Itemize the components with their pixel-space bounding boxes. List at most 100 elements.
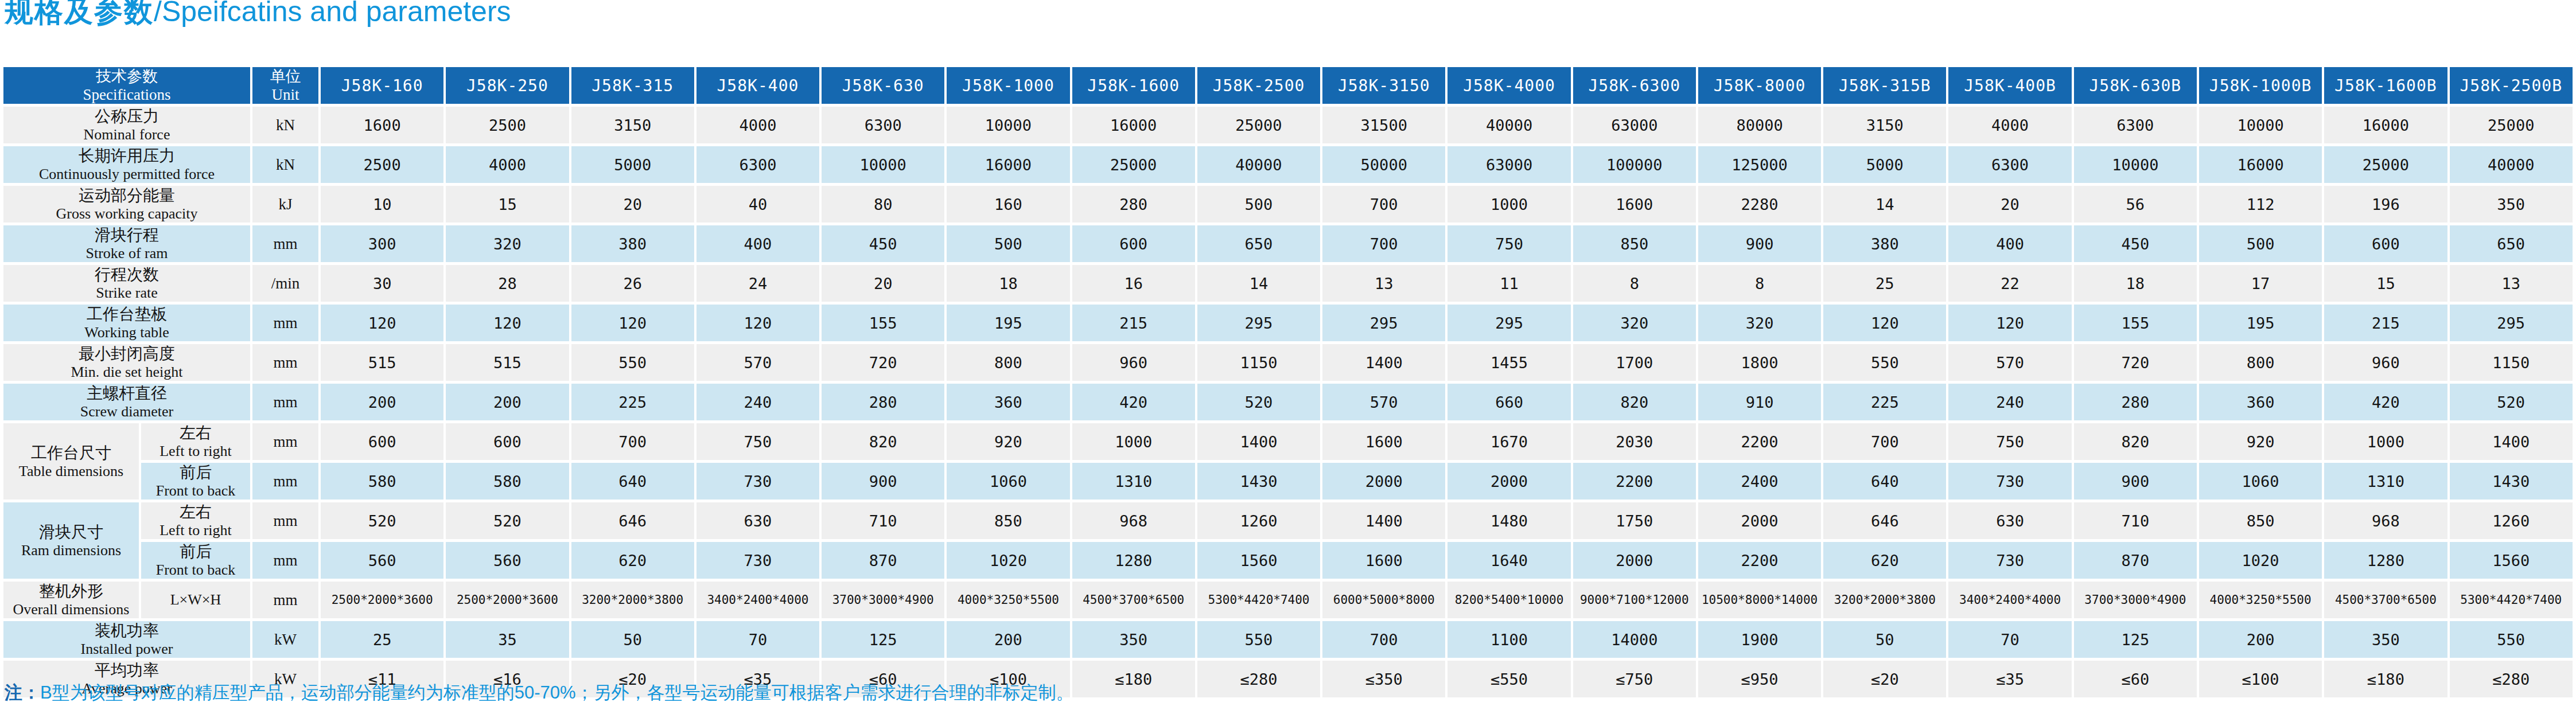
value-cell: 1900 [1698, 621, 1821, 658]
value-cell: 80 [822, 186, 944, 223]
value-cell: 730 [1948, 463, 2071, 500]
label-en: Ram dimensions [3, 542, 139, 559]
model-header: J58K-8000 [1698, 67, 1821, 104]
value-cell: 646 [571, 502, 694, 539]
row-label-cell: 左右Left to right [141, 502, 250, 539]
value-cell: 2030 [1573, 423, 1696, 460]
model-header: J58K-1600B [2324, 67, 2447, 104]
value-cell: 70 [696, 621, 819, 658]
value-cell: 900 [822, 463, 944, 500]
value-cell: 2000 [1698, 502, 1821, 539]
unit-cell: kW [252, 621, 318, 658]
row-label-cell: 长期许用压力Continuously permitted force [3, 146, 250, 183]
value-cell: 1020 [947, 542, 1069, 579]
value-cell: 1310 [2324, 463, 2447, 500]
footnote: 注：B型为该型号对应的精压型产品，运动部分能量约为标准型的50-70%；另外，各… [5, 681, 1074, 704]
value-cell: 5000 [571, 146, 694, 183]
value-cell: 10000 [2074, 146, 2197, 183]
value-cell: ≤100 [2199, 661, 2322, 697]
model-header: J58K-1000 [947, 67, 1069, 104]
label-en: Working table [3, 324, 250, 341]
value-cell: 820 [822, 423, 944, 460]
value-cell: 600 [2324, 225, 2447, 262]
value-cell: 500 [947, 225, 1069, 262]
row-label-cell: 前后Front to back [141, 463, 250, 500]
value-cell: 420 [1072, 384, 1195, 420]
label-en: Min. die set height [3, 364, 250, 381]
value-cell: 750 [1948, 423, 2071, 460]
value-cell: 240 [1948, 384, 2071, 420]
value-cell: 910 [1698, 384, 1821, 420]
value-cell: 10000 [947, 107, 1069, 143]
value-cell: 20 [822, 265, 944, 302]
value-cell: 280 [2074, 384, 2197, 420]
label-zh: 技术参数 [3, 67, 250, 86]
label-zh: 工作台尺寸 [3, 443, 139, 463]
label-zh: 长期许用压力 [3, 146, 250, 166]
value-cell: 650 [1197, 225, 1320, 262]
value-cell: 640 [1823, 463, 1946, 500]
row-label-cell: 行程次数Strike rate [3, 265, 250, 302]
value-cell: 1430 [2450, 463, 2573, 500]
value-cell: 1020 [2199, 542, 2322, 579]
spec-header-cell: 技术参数Specifications [3, 67, 250, 104]
label-en: Front to back [141, 482, 250, 500]
value-cell: 50000 [1322, 146, 1445, 183]
unit-cell: mm [252, 225, 318, 262]
value-cell: 40000 [1447, 107, 1570, 143]
value-cell: 900 [1698, 225, 1821, 262]
value-cell: 550 [1197, 621, 1320, 658]
value-cell: 1670 [1447, 423, 1570, 460]
value-cell: 515 [321, 344, 443, 381]
value-cell: 155 [2074, 305, 2197, 341]
value-cell: 750 [696, 423, 819, 460]
value-cell: 700 [1322, 225, 1445, 262]
value-cell: 10 [321, 186, 443, 223]
value-cell: 515 [446, 344, 569, 381]
unit-cell: mm [252, 463, 318, 500]
label-en: Screw diameter [3, 403, 250, 420]
value-cell: 700 [571, 423, 694, 460]
unit-cell: mm [252, 582, 318, 618]
value-cell: 17 [2199, 265, 2322, 302]
label-zh: 行程次数 [3, 265, 250, 284]
value-cell: 1400 [2450, 423, 2573, 460]
value-cell: 120 [1948, 305, 2071, 341]
row-label-cell: 装机功率Installed power [3, 621, 250, 658]
unit-cell: kN [252, 146, 318, 183]
value-cell: 820 [1573, 384, 1696, 420]
value-cell: 20 [571, 186, 694, 223]
value-cell: 620 [1823, 542, 1946, 579]
value-cell: 710 [2074, 502, 2197, 539]
unit-cell: mm [252, 502, 318, 539]
value-cell: 850 [1573, 225, 1696, 262]
value-cell: 850 [947, 502, 1069, 539]
value-cell: 295 [1322, 305, 1445, 341]
value-cell: 1000 [2324, 423, 2447, 460]
value-cell: 295 [2450, 305, 2573, 341]
value-cell: 360 [2199, 384, 2322, 420]
value-cell: 1000 [1072, 423, 1195, 460]
label-zh: 前后 [141, 542, 250, 561]
value-cell: 14 [1823, 186, 1946, 223]
value-cell: 640 [571, 463, 694, 500]
label-en: Gross working capacity [3, 205, 250, 223]
value-cell: 1700 [1573, 344, 1696, 381]
model-header: J58K-250 [446, 67, 569, 104]
value-cell: 200 [321, 384, 443, 420]
value-cell: 3400*2400*4000 [696, 582, 819, 618]
value-cell: 70 [1948, 621, 2071, 658]
value-cell: 570 [1948, 344, 2071, 381]
value-cell: 4500*3700*6500 [2324, 582, 2447, 618]
row-label-cell: 工作台垫板Working table [3, 305, 250, 341]
value-cell: 400 [696, 225, 819, 262]
value-cell: 25000 [2450, 107, 2573, 143]
value-cell: 320 [1698, 305, 1821, 341]
value-cell: 550 [1823, 344, 1946, 381]
value-cell: ≤60 [2074, 661, 2197, 697]
value-cell: 320 [1573, 305, 1696, 341]
value-cell: 560 [446, 542, 569, 579]
value-cell: 350 [2450, 186, 2573, 223]
value-cell: 215 [2324, 305, 2447, 341]
value-cell: 10000 [2199, 107, 2322, 143]
